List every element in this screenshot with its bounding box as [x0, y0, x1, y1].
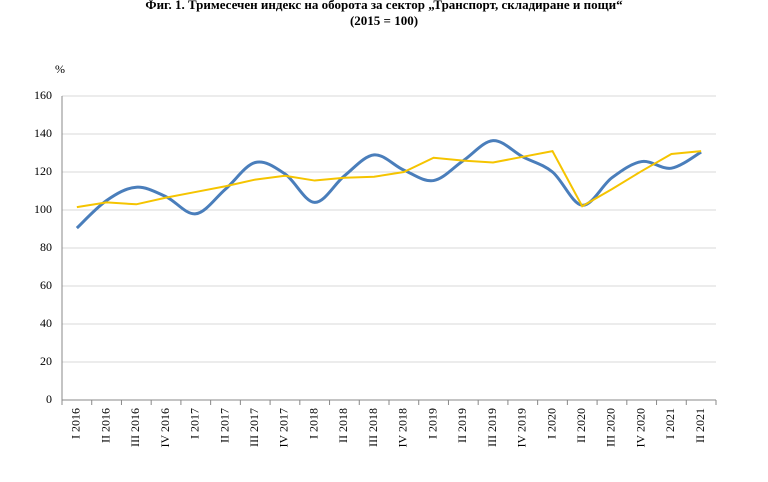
- x-tick-label: III 2018: [366, 408, 380, 447]
- y-tick-label: 120: [34, 164, 52, 178]
- y-tick-label: 60: [40, 278, 52, 292]
- y-tick-label: 80: [40, 240, 52, 254]
- x-tick-label: II 2017: [217, 408, 231, 443]
- series-line: [75, 139, 702, 230]
- chart-subtitle: (2015 = 100): [350, 13, 418, 28]
- x-tick-label: II 2020: [574, 408, 588, 443]
- x-tick-label: I 2021: [663, 408, 677, 439]
- series-line: [76, 149, 702, 209]
- x-tick-label: III 2016: [128, 408, 142, 447]
- x-tick-label: III 2020: [604, 408, 618, 447]
- x-tick-label: I 2018: [306, 408, 320, 439]
- x-tick-label: II 2021: [693, 408, 707, 443]
- x-tick-label: I 2020: [544, 408, 558, 439]
- x-tick-label: IV 2016: [158, 408, 172, 447]
- x-tick-label: IV 2018: [396, 408, 410, 447]
- x-tick-label: I 2019: [425, 408, 439, 439]
- y-tick-label: 20: [40, 354, 52, 368]
- y-tick-label: 140: [34, 126, 52, 140]
- x-tick-label: III 2017: [247, 408, 261, 447]
- y-tick-label: 40: [40, 316, 52, 330]
- chart-title: Фиг. 1. Тримесечен индекс на оборота за …: [145, 0, 623, 12]
- x-tick-label: IV 2017: [277, 408, 291, 447]
- x-tick-label: I 2017: [188, 408, 202, 439]
- x-tick-label: II 2019: [455, 408, 469, 443]
- y-tick-label: 100: [34, 202, 52, 216]
- x-tick-label: IV 2019: [515, 408, 529, 447]
- y-tick-label: 160: [34, 88, 52, 102]
- x-tick-label: I 2016: [69, 408, 83, 439]
- x-tick-label: IV 2020: [633, 408, 647, 447]
- x-tick-label: II 2016: [98, 408, 112, 443]
- y-tick-label: 0: [46, 392, 52, 406]
- y-axis-label: %: [55, 62, 65, 76]
- x-tick-label: II 2018: [336, 408, 350, 443]
- x-tick-label: III 2019: [485, 408, 499, 447]
